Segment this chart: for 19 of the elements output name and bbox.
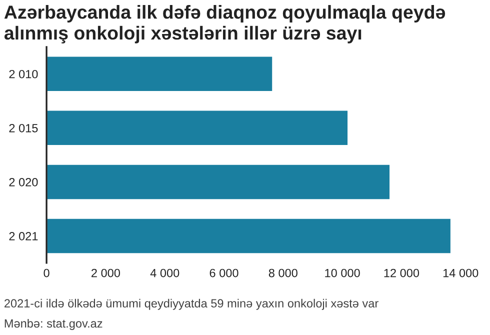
y-tick-label: 2 010: [9, 70, 38, 78]
x-tick-label: 14 000: [443, 268, 478, 278]
y-tick-label: 2 015: [9, 124, 38, 132]
bar: [46, 163, 391, 200]
x-tick-label: 12 000: [384, 268, 420, 278]
x-tick-label: 10 000: [325, 268, 360, 278]
text: 2021-ci ildə ölkədə ümumi qeydiyyatda 59 minə yaxın onkoloji xəstə var: [4, 298, 378, 310]
x-tick-label: 0: [44, 268, 50, 278]
y-tick-label: 2 021: [9, 232, 38, 240]
x-tick-label: 8 000: [268, 268, 298, 278]
y-tick-label: 2 020: [9, 178, 38, 186]
bar: [46, 109, 349, 146]
bar: [46, 55, 274, 92]
x-tick-label: 2 000: [92, 268, 120, 278]
bar: [46, 217, 452, 254]
x-tick-label: 6 000: [210, 268, 238, 278]
text: Mənbə: stat.gov.az: [4, 318, 102, 330]
chart-title: Azərbaycanda ilk dəfə diaqnoz qoyulmaqla qeydə alınmış onkoloji xəstələrin illər üzrə sayı: [4, 5, 446, 44]
x-tick-label: 4 000: [150, 268, 180, 278]
